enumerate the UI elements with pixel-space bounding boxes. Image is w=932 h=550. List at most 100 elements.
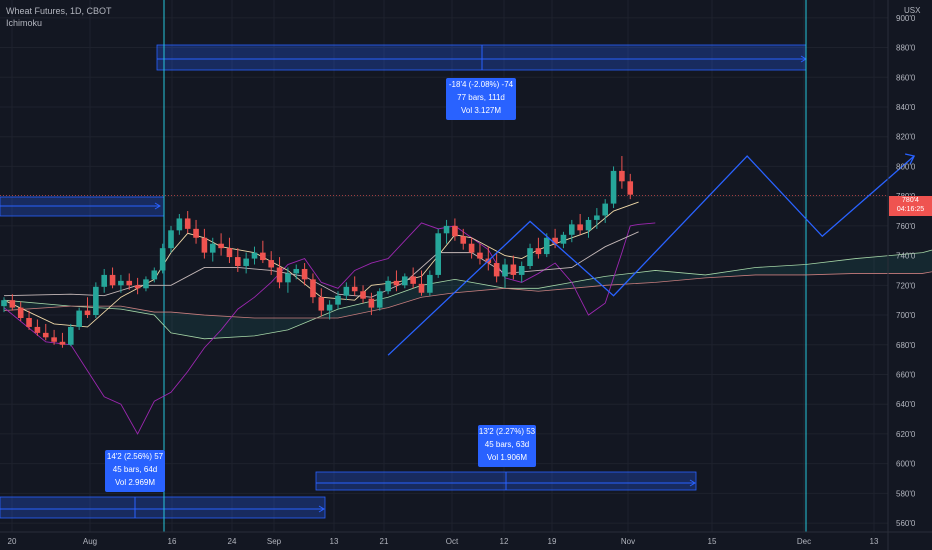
x-tick-label: Aug — [83, 537, 97, 546]
candle-body — [151, 270, 158, 280]
y-tick-label: 700'0 — [896, 311, 916, 320]
candle-body — [443, 225, 450, 234]
candle-body — [26, 318, 32, 327]
y-tick-label: 860'0 — [896, 73, 916, 82]
measure-box-1: -18'4 (-2.08%) -74 77 bars, 111d Vol 3.1… — [446, 78, 516, 120]
candle-body — [126, 280, 133, 286]
x-tick-label: 20 — [8, 537, 17, 546]
candle-body — [51, 337, 57, 342]
range-arrowhead — [154, 202, 161, 210]
candle-body — [585, 219, 592, 231]
candles — [1, 156, 634, 348]
y-tick-label: 720'0 — [896, 281, 916, 290]
bar-countdown: 04:16:25 — [896, 206, 925, 213]
pattern-arrowhead — [905, 153, 916, 165]
candle-body — [218, 243, 224, 249]
candle-body — [318, 297, 325, 311]
symbol-title[interactable]: Wheat Futures, 1D, CBOT — [6, 6, 112, 16]
candle-body — [293, 268, 300, 274]
x-tick-label: Dec — [797, 537, 811, 546]
y-tick-label: 760'0 — [896, 222, 916, 231]
candle-body — [427, 274, 433, 293]
range-arrowhead — [318, 505, 325, 513]
candle-body — [468, 243, 475, 253]
candle-body — [610, 170, 617, 204]
candle-body — [335, 295, 341, 305]
candle-body — [118, 280, 124, 286]
candle-body — [402, 276, 408, 286]
candle-body — [93, 286, 99, 316]
y-tick-label: 840'0 — [896, 103, 916, 112]
x-tick-label: 13 — [330, 537, 339, 546]
candle-body — [193, 228, 199, 238]
candle-body — [435, 233, 441, 275]
candle-body — [260, 252, 266, 261]
drawn-pattern[interactable] — [387, 153, 916, 356]
y-tick-label: 580'0 — [896, 489, 916, 498]
measure-line: Vol 1.906M — [486, 453, 528, 462]
candle-body — [34, 326, 41, 333]
candle-body — [59, 341, 66, 345]
candle-body — [410, 276, 416, 284]
indicator-label[interactable]: Ichimoku — [6, 18, 43, 28]
candle-body — [569, 224, 575, 235]
candle-body — [376, 291, 383, 308]
candle-body — [477, 252, 483, 259]
candle-body — [452, 225, 458, 237]
range-rect — [0, 496, 326, 519]
candle-body — [543, 237, 550, 255]
candle-body — [101, 274, 107, 287]
pattern-line — [387, 155, 915, 356]
measure-line: 13'2 (2.27%) 53 — [478, 427, 536, 436]
measure-box-3: 13'2 (2.27%) 53 45 bars, 63d Vol 1.906M — [478, 425, 536, 467]
candle-body — [84, 310, 91, 316]
candle-body — [343, 286, 350, 296]
y-tick-label: 680'0 — [896, 341, 916, 350]
measure-line: 45 bars, 63d — [484, 440, 530, 449]
candle-body — [268, 260, 274, 268]
range-arrowhead — [689, 479, 696, 487]
y-tick-label: 560'0 — [896, 519, 916, 528]
candle-body — [368, 298, 375, 308]
y-tick-label: 800'0 — [896, 162, 916, 171]
measure-ranges — [0, 0, 888, 532]
y-tick-label: 880'0 — [896, 44, 916, 53]
y-tick-label: 820'0 — [896, 133, 916, 142]
candle-body — [360, 291, 366, 299]
candle-body — [493, 263, 500, 277]
candle-body — [602, 203, 608, 216]
measure-line: -18'4 (-2.08%) -74 — [448, 80, 514, 89]
measure-box-2: 14'2 (2.56%) 57 45 bars, 64d Vol 2.969M — [105, 450, 165, 492]
measure-line: 45 bars, 64d — [112, 465, 158, 474]
candle-body — [209, 243, 216, 253]
x-tick-label: 19 — [548, 537, 557, 546]
measure-line: 77 bars, 111d — [457, 93, 505, 102]
x-tick-label: 15 — [708, 537, 717, 546]
y-tick-label: 660'0 — [896, 370, 916, 379]
candle-body — [201, 237, 208, 253]
y-tick-label: 600'0 — [896, 460, 916, 469]
last-price-tag: 780'4 04:16:25 — [889, 196, 932, 216]
candle-body — [627, 181, 634, 195]
candle-body — [68, 326, 74, 345]
candle-body — [594, 215, 600, 220]
candle-body — [184, 218, 191, 229]
measure-line: Vol 2.969M — [114, 478, 156, 487]
x-tick-label: Nov — [621, 537, 635, 546]
candle-body — [9, 300, 16, 308]
x-tick-label: 21 — [380, 537, 389, 546]
candle-body — [285, 273, 291, 283]
x-tick-label: 12 — [500, 537, 509, 546]
candle-body — [176, 218, 183, 231]
x-tick-label: Oct — [446, 537, 459, 546]
y-tick-label: 740'0 — [896, 252, 916, 261]
measure-line: 14'2 (2.56%) 57 — [106, 452, 164, 461]
x-tick-label: 16 — [168, 537, 177, 546]
x-tick-label: 13 — [870, 537, 879, 546]
candle-body — [619, 170, 625, 182]
candle-body — [310, 279, 316, 298]
candle-body — [143, 279, 149, 289]
candle-body — [76, 310, 82, 327]
y-tick-label: 640'0 — [896, 400, 916, 409]
last-price: 780'4 — [902, 197, 919, 204]
